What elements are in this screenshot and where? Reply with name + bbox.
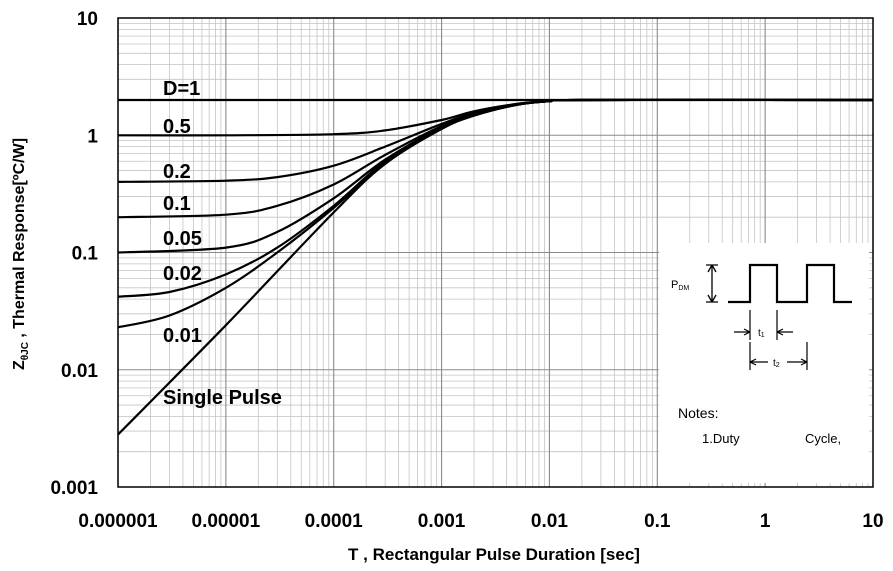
- x-tick-labels: 0.000001 0.00001 0.0001 0.001 0.01 0.1 1 10: [78, 511, 883, 532]
- note-cycle: Cycle,: [805, 431, 841, 446]
- label-d002: 0.02: [163, 263, 202, 285]
- curve-0-05: [117, 98, 874, 254]
- inset-background: [659, 243, 869, 483]
- label-d01: 0.1: [163, 193, 191, 215]
- label-d02: 0.2: [163, 161, 191, 183]
- x-tick-label: 1: [760, 511, 771, 532]
- label-single-pulse: Single Pulse: [163, 387, 282, 409]
- x-axis-title: T , Rectangular Pulse Duration [sec]: [348, 545, 640, 564]
- curve-series: [117, 98, 874, 436]
- y-tick-label: 10: [77, 9, 98, 30]
- y-tick-label: 1: [87, 126, 98, 147]
- label-d005: 0.05: [163, 228, 202, 250]
- x-tick-label: 0.0001: [305, 511, 364, 532]
- pdm-dimension-arrow: [706, 264, 718, 303]
- y-axis-title: ZθJC , Thermal Response[ºC/W]: [11, 138, 31, 370]
- label-d001: 0.01: [163, 325, 202, 347]
- y-tick-label: 0.001: [50, 478, 98, 499]
- notes-inset: [659, 243, 869, 483]
- t2-label: t2: [773, 358, 780, 369]
- y-tick-labels: 0.001 0.01 0.1 1 10: [50, 9, 98, 499]
- t1-label: t1: [758, 328, 765, 339]
- inset-content: PDM t1 t2 Notes: 1.Duty Cycle,: [671, 263, 852, 446]
- note-duty: 1.Duty: [702, 431, 740, 446]
- x-tick-label: 0.1: [644, 511, 671, 532]
- curve-labels: D=1 0.5 0.2 0.1 0.05 0.02 0.01 Single Pu…: [163, 78, 282, 409]
- x-tick-label: 0.000001: [78, 511, 158, 532]
- t1-dimension: [734, 310, 793, 340]
- notes-title: Notes:: [678, 405, 718, 421]
- pdm-label: PDM: [671, 279, 689, 292]
- label-d05: 0.5: [163, 116, 191, 138]
- y-axis-title-group: ZθJC , Thermal Response[ºC/W]: [11, 138, 31, 370]
- y-tick-label: 0.01: [61, 361, 98, 382]
- t2-dimension: [749, 342, 808, 370]
- curve-single-pulse: [117, 98, 874, 436]
- x-tick-label: 0.00001: [192, 511, 261, 532]
- x-tick-label: 0.01: [531, 511, 568, 532]
- plot-frame: [117, 17, 874, 488]
- x-tick-label: 10: [862, 511, 883, 532]
- pulse-waveform: [728, 263, 852, 304]
- x-tick-label: 0.001: [418, 511, 466, 532]
- curve-0-5: [117, 98, 874, 137]
- y-tick-label: 0.1: [72, 244, 99, 265]
- label-d1: D=1: [163, 78, 200, 100]
- curve-0-1: [117, 98, 874, 219]
